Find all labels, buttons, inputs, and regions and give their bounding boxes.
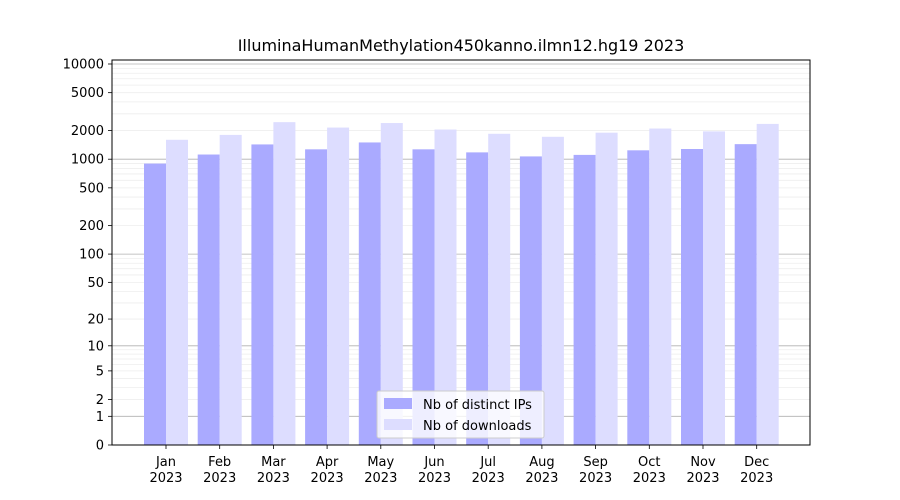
- bar-ips-apr: [305, 149, 328, 445]
- x-tick-label-year: 2023: [149, 471, 182, 486]
- x-tick-label-month: May: [367, 455, 394, 470]
- y-tick-label: 2000: [71, 124, 104, 139]
- bar-downloads-nov: [703, 131, 725, 445]
- legend-label-ips: Nb of distinct IPs: [423, 398, 532, 413]
- x-tick-label-month: Nov: [690, 455, 716, 470]
- legend-swatch-downloads: [384, 419, 412, 430]
- x-tick-label-year: 2023: [203, 471, 236, 486]
- x-tick-label-month: Mar: [261, 455, 286, 470]
- bar-downloads-jun: [434, 129, 457, 445]
- legend-label-downloads: Nb of downloads: [423, 419, 532, 434]
- x-tick-label-month: Jun: [423, 455, 444, 470]
- x-tick-label-year: 2023: [686, 471, 719, 486]
- bar-ips-sep: [573, 154, 596, 445]
- bar-ips-oct: [627, 150, 650, 445]
- y-tick-label: 2: [96, 393, 104, 408]
- x-tick-label-month: Feb: [208, 455, 231, 470]
- x-tick-label-month: Sep: [583, 455, 608, 470]
- bar-downloads-aug: [541, 136, 564, 445]
- y-tick-label: 100: [79, 248, 104, 263]
- x-tick-label-month: Aug: [529, 455, 554, 470]
- bar-downloads-feb: [219, 134, 242, 445]
- bar-ips-may: [358, 142, 381, 445]
- bar-downloads-may: [380, 123, 403, 446]
- y-tick-label: 1: [96, 410, 104, 425]
- x-tick-label-year: 2023: [633, 471, 666, 486]
- x-tick-label-month: Oct: [638, 455, 660, 470]
- bar-downloads-apr: [327, 127, 350, 445]
- bar-ips-jan: [144, 163, 166, 445]
- bar-downloads-jan: [166, 139, 188, 445]
- bar-ips-mar: [251, 144, 274, 445]
- x-tick-label-year: 2023: [257, 471, 290, 486]
- y-tick-label: 50: [87, 276, 104, 291]
- bar-ips-jul: [466, 152, 489, 445]
- bar-ips-dec: [734, 144, 757, 445]
- bar-ips-jun: [412, 149, 435, 445]
- plot-frame: [111, 59, 811, 446]
- bar-downloads-dec: [756, 123, 779, 445]
- bars: [144, 122, 779, 446]
- x-tick-label-year: 2023: [311, 471, 344, 486]
- bar-downloads-jul: [488, 133, 511, 445]
- legend: Nb of distinct IPs Nb of downloads: [376, 390, 545, 439]
- y-axis: 0 1 2 5 10 20 50 100 200 500 1000 2000 5000 10000: [63, 57, 112, 454]
- y-tick-label: 5: [96, 364, 104, 379]
- x-axis: Jan2023Feb2023Mar2023Apr2023May2023Jun20…: [149, 445, 773, 486]
- legend-swatch-ips: [384, 398, 412, 409]
- bar-ips-nov: [681, 149, 703, 445]
- x-tick-label-year: 2023: [472, 471, 505, 486]
- bar-ips-feb: [197, 154, 220, 445]
- x-tick-label-year: 2023: [525, 471, 558, 486]
- y-tick-label: 5000: [71, 86, 104, 101]
- chart-title: IlluminaHumanMethylation450kanno.ilmn12.…: [238, 36, 685, 55]
- y-tick-label: 10: [87, 339, 104, 354]
- bar-downloads-mar: [273, 122, 296, 446]
- bar-downloads-sep: [595, 132, 618, 446]
- y-tick-label: 20: [87, 313, 104, 328]
- y-tick-label: 500: [79, 181, 104, 196]
- bar-ips-aug: [519, 156, 542, 446]
- bar-downloads-oct: [649, 128, 672, 445]
- x-tick-label-month: Apr: [316, 455, 339, 470]
- legend-box: [376, 390, 545, 439]
- x-tick-label-year: 2023: [418, 471, 451, 486]
- y-tick-label: 1000: [71, 153, 104, 168]
- y-tick-label: 200: [79, 219, 104, 234]
- y-tick-label: 0: [96, 439, 104, 454]
- x-tick-label-year: 2023: [364, 471, 397, 486]
- x-tick-label-month: Jul: [479, 455, 496, 470]
- x-tick-label-month: Jan: [155, 455, 176, 470]
- x-tick-label-year: 2023: [579, 471, 612, 486]
- x-tick-label-year: 2023: [740, 471, 773, 486]
- y-tick-label: 10000: [63, 57, 104, 72]
- x-tick-label-month: Dec: [744, 455, 769, 470]
